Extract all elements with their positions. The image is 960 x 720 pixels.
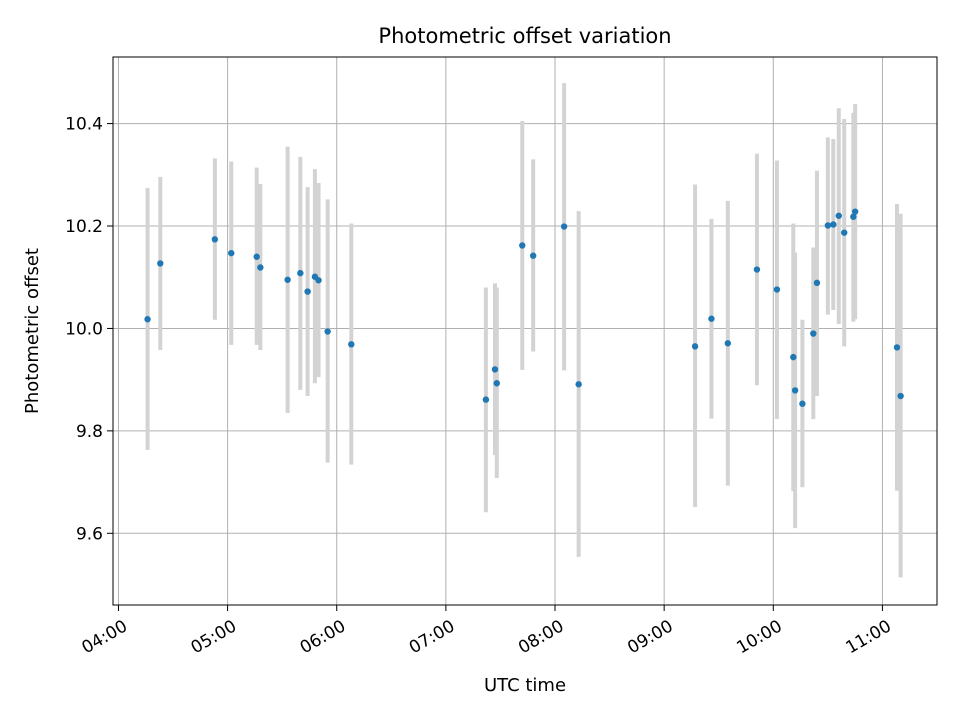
y-tick-label: 10.0	[65, 319, 103, 339]
gridlines	[113, 57, 937, 605]
data-point	[830, 221, 837, 228]
data-point	[529, 252, 537, 259]
data-point	[691, 343, 699, 350]
data-point	[519, 242, 526, 249]
data-point	[835, 212, 842, 219]
data-point	[157, 260, 164, 267]
x-axis-label: UTC time	[484, 675, 566, 696]
data-point	[253, 253, 260, 260]
y-tick-label: 9.8	[76, 422, 103, 442]
y-tick-label: 10.4	[65, 115, 103, 135]
data-point	[144, 316, 151, 323]
data-point	[851, 208, 859, 215]
data-point	[575, 381, 582, 388]
chart-title: Photometric offset variation	[378, 24, 671, 48]
data-point	[304, 288, 311, 295]
data-point	[324, 328, 331, 335]
data-point	[897, 392, 904, 400]
data-point	[257, 264, 264, 271]
data-point	[482, 396, 490, 403]
data-point	[813, 279, 821, 287]
data-point	[893, 344, 901, 351]
data-point	[790, 353, 797, 361]
y-axis-ticks: 9.6 9.8 10.0 10.2 10.4	[65, 115, 113, 544]
data-point	[824, 222, 832, 229]
data-point	[708, 315, 715, 322]
data-points	[144, 208, 904, 407]
data-point	[493, 380, 501, 387]
data-point	[810, 330, 817, 337]
data-point	[753, 266, 761, 273]
data-point	[773, 286, 781, 293]
data-point	[315, 277, 322, 284]
plot-frame	[112, 56, 938, 606]
y-tick-label: 10.2	[65, 217, 103, 237]
data-point	[841, 229, 848, 236]
data-point	[228, 249, 235, 257]
data-point	[211, 236, 219, 243]
data-point	[791, 387, 799, 394]
data-point	[560, 223, 568, 230]
data-point	[491, 366, 499, 373]
data-point	[724, 340, 732, 347]
y-axis-label: Photometric offset	[22, 248, 43, 414]
data-point	[297, 269, 304, 277]
data-point	[348, 341, 355, 348]
data-point	[799, 400, 806, 407]
data-point	[284, 276, 291, 283]
data-point	[850, 213, 857, 220]
plot-area	[113, 57, 937, 605]
y-tick-label: 9.6	[76, 524, 103, 544]
